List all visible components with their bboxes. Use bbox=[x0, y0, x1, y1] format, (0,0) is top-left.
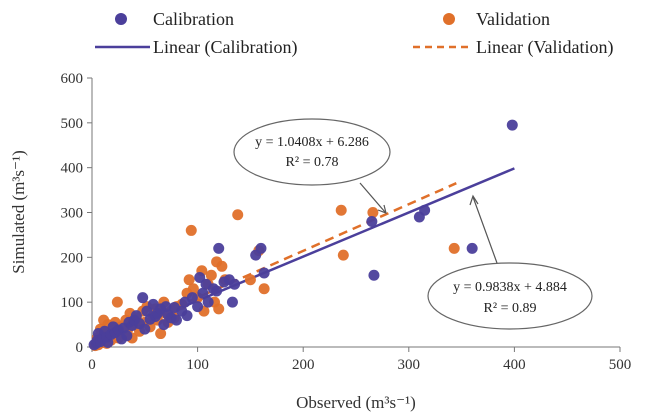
validation-point bbox=[244, 274, 256, 286]
calibration-point bbox=[158, 319, 170, 331]
x-tick-label: 200 bbox=[292, 357, 315, 373]
calibration-point bbox=[226, 296, 238, 308]
validation-point bbox=[367, 207, 379, 218]
annotation-calibration-arrow bbox=[472, 196, 498, 264]
calibration-point bbox=[419, 204, 431, 216]
y-tick-label: 500 bbox=[61, 116, 84, 132]
legend: Calibration Validation Linear (Calibrati… bbox=[95, 9, 613, 58]
y-tick-label: 600 bbox=[61, 71, 84, 87]
legend-marker-calibration bbox=[115, 13, 127, 25]
calibration-point bbox=[197, 287, 209, 299]
legend-label-calibration: Calibration bbox=[153, 9, 234, 29]
calibration-point bbox=[213, 242, 225, 254]
validation-point bbox=[111, 296, 123, 308]
calibration-point bbox=[366, 215, 378, 227]
calibration-point bbox=[229, 278, 241, 290]
y-tick-label: 300 bbox=[61, 206, 84, 222]
validation-point bbox=[448, 242, 460, 254]
calibration-point bbox=[211, 285, 223, 297]
annotation-validation-arrow bbox=[359, 182, 386, 213]
annotation-validation-r2: R² = 0.78 bbox=[286, 155, 339, 170]
legend-label-validation: Validation bbox=[476, 9, 550, 29]
annotation-validation-arrowhead bbox=[377, 204, 387, 214]
legend-label-linear-validation: Linear (Validation) bbox=[476, 37, 613, 58]
x-tick-label: 100 bbox=[186, 357, 209, 373]
annotation-calibration-arrowhead bbox=[469, 194, 479, 206]
validation-point bbox=[187, 283, 199, 295]
annotation-validation-equation: y = 1.0408x + 6.286 bbox=[255, 135, 369, 150]
annotation-validation-bubble bbox=[233, 118, 391, 186]
x-axis-title: Observed (m³s⁻¹) bbox=[296, 393, 416, 412]
x-tick-label: 400 bbox=[503, 357, 526, 373]
data-points bbox=[88, 119, 518, 352]
validation-point bbox=[155, 328, 167, 340]
y-axis-title: Simulated (m³s⁻¹) bbox=[9, 150, 28, 274]
validation-point bbox=[216, 260, 228, 272]
calibration-point bbox=[121, 330, 133, 342]
validation-point bbox=[335, 204, 347, 216]
annotation-calibration-bubble bbox=[427, 262, 593, 330]
x-tick-label: 0 bbox=[88, 357, 96, 373]
calibration-point bbox=[506, 119, 518, 131]
legend-marker-validation bbox=[443, 13, 455, 25]
validation-point bbox=[213, 303, 225, 315]
calibration-point bbox=[258, 267, 270, 279]
calibration-point bbox=[139, 323, 151, 335]
y-tick-label: 100 bbox=[61, 295, 84, 311]
validation-point bbox=[183, 274, 195, 286]
annotation-calibration: y = 0.9838x + 4.884 R² = 0.89 bbox=[427, 194, 593, 330]
annotation-validation: y = 1.0408x + 6.286 R² = 0.78 bbox=[233, 118, 391, 214]
calibration-point bbox=[466, 242, 478, 254]
calibration-point bbox=[192, 301, 204, 313]
axis-ticks: 0 100 200 300 400 500 0 100 200 300 400 500 600 bbox=[61, 71, 632, 373]
validation-point bbox=[337, 249, 349, 261]
y-tick-label: 0 bbox=[76, 340, 84, 356]
validation-point bbox=[232, 209, 244, 221]
calibration-point bbox=[186, 292, 198, 304]
legend-label-linear-calibration: Linear (Calibration) bbox=[153, 37, 297, 58]
calibration-point bbox=[181, 310, 193, 322]
validation-point bbox=[185, 224, 197, 236]
calibration-point bbox=[255, 242, 267, 254]
x-tick-label: 300 bbox=[398, 357, 421, 373]
validation-point bbox=[205, 269, 217, 281]
validation-point bbox=[258, 283, 270, 295]
calibration-point bbox=[137, 292, 149, 304]
calibration-point bbox=[368, 269, 380, 281]
calibration-point bbox=[202, 296, 214, 308]
x-tick-label: 500 bbox=[609, 357, 632, 373]
annotation-calibration-equation: y = 0.9838x + 4.884 bbox=[453, 280, 567, 295]
calibration-point bbox=[170, 314, 182, 326]
y-tick-label: 200 bbox=[61, 250, 84, 266]
annotation-calibration-r2: R² = 0.89 bbox=[484, 301, 537, 316]
y-tick-label: 400 bbox=[61, 161, 84, 177]
